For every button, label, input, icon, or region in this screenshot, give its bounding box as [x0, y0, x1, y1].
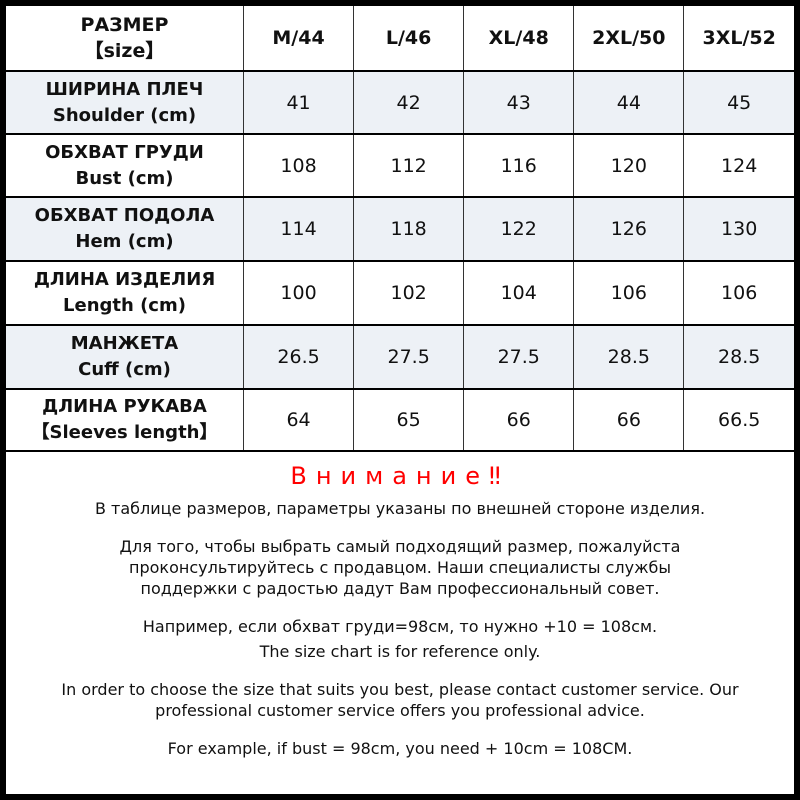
size-header: XL/48 [463, 6, 574, 72]
value-cell: 41 [242, 71, 354, 135]
value-cell: 45 [683, 71, 794, 135]
note: The size chart is for reference only. [259, 642, 541, 661]
row-label: ОБХВАТ ГРУДИ Bust (cm) [6, 134, 244, 198]
value-cell: 66 [573, 389, 684, 452]
table-row: ДЛИНА РУКАВА 【Sleeves length】 64 65 66 66 66.5 [6, 389, 794, 452]
size-header: M/44 [242, 6, 354, 72]
note: In order to choose the size that suits y… [61, 680, 739, 720]
value-cell: 114 [242, 197, 354, 262]
label-en: Bust (cm) [75, 167, 174, 189]
label-ru: ДЛИНА ИЗДЕЛИЯ [33, 269, 216, 290]
value-cell: 104 [463, 261, 574, 326]
label-en: 【size】 [84, 40, 165, 62]
row-label: ОБХВАТ ПОДОЛА Hem (cm) [6, 197, 244, 262]
note: Например, если обхват груди=98см, то нуж… [142, 617, 658, 636]
size-table: РАЗМЕР 【size】 M/44 L/46 XL/48 2XL/50 3XL/… [6, 6, 794, 452]
size-header: 2XL/50 [573, 6, 684, 72]
label-en: 【Sleeves length】 [31, 422, 218, 443]
row-label: ШИРИНА ПЛЕЧ Shoulder (cm) [6, 71, 244, 135]
row-label: МАНЖЕТА Cuff (cm) [6, 325, 244, 390]
warning-title: Внимание‼ [290, 462, 510, 490]
label-ru: ШИРИНА ПЛЕЧ [45, 78, 204, 100]
table-row: МАНЖЕТА Cuff (cm) 26.5 27.5 27.5 28.5 28.5 [6, 325, 794, 390]
label-en: Length (cm) [63, 295, 186, 316]
row-label: ДЛИНА РУКАВА 【Sleeves length】 [6, 389, 244, 452]
label-ru: ОБХВАТ ГРУДИ [45, 141, 204, 163]
value-cell: 106 [573, 261, 684, 326]
label-ru: РАЗМЕР [80, 14, 169, 36]
value-cell: 65 [353, 389, 464, 452]
value-cell: 44 [573, 71, 684, 135]
value-cell: 66 [463, 389, 574, 452]
value-cell: 42 [353, 71, 464, 135]
note: Для того, чтобы выбрать самый подходящий… [119, 537, 681, 598]
table-row: ОБХВАТ ГРУДИ Bust (cm) 108 112 116 120 124 [6, 134, 794, 198]
value-cell: 28.5 [683, 325, 794, 390]
row-label: ДЛИНА ИЗДЕЛИЯ Length (cm) [6, 261, 244, 326]
value-cell: 64 [242, 389, 354, 452]
value-cell: 112 [353, 134, 464, 198]
label-ru: ОБХВАТ ПОДОЛА [34, 205, 215, 226]
value-cell: 28.5 [573, 325, 684, 390]
value-cell: 26.5 [242, 325, 354, 390]
value-cell: 106 [683, 261, 794, 326]
size-header: L/46 [353, 6, 464, 72]
value-cell: 126 [573, 197, 684, 262]
value-cell: 102 [353, 261, 464, 326]
table-row: ДЛИНА ИЗДЕЛИЯ Length (cm) 100 102 104 106 106 [6, 261, 794, 326]
label-en: Hem (cm) [75, 231, 174, 252]
label-ru: МАНЖЕТА [70, 333, 179, 354]
size-header: 3XL/52 [683, 6, 794, 72]
label-ru: ДЛИНА РУКАВА [42, 396, 207, 417]
value-cell: 118 [353, 197, 464, 262]
value-cell: 120 [573, 134, 684, 198]
value-cell: 108 [242, 134, 354, 198]
value-cell: 43 [463, 71, 574, 135]
table-row: ОБХВАТ ПОДОЛА Hem (cm) 114 118 122 126 130 [6, 197, 794, 262]
note: В таблице размеров, параметры указаны по… [94, 499, 706, 518]
value-cell: 27.5 [353, 325, 464, 390]
label-en: Cuff (cm) [78, 359, 171, 380]
notes: В таблице размеров, параметры указаны по… [6, 498, 794, 776]
value-cell: 100 [242, 261, 354, 326]
value-cell: 116 [463, 134, 574, 198]
value-cell: 66.5 [683, 389, 794, 452]
note: For example, if bust = 98cm, you need + … [167, 739, 633, 758]
header-row: РАЗМЕР 【size】 M/44 L/46 XL/48 2XL/50 3XL/… [6, 6, 794, 72]
table-row: ШИРИНА ПЛЕЧ Shoulder (cm) 41 42 43 44 45 [6, 71, 794, 135]
value-cell: 124 [683, 134, 794, 198]
value-cell: 130 [683, 197, 794, 262]
value-cell: 27.5 [463, 325, 574, 390]
value-cell: 122 [463, 197, 574, 262]
label-en: Shoulder (cm) [52, 104, 197, 126]
header-label: РАЗМЕР 【size】 [6, 6, 244, 72]
